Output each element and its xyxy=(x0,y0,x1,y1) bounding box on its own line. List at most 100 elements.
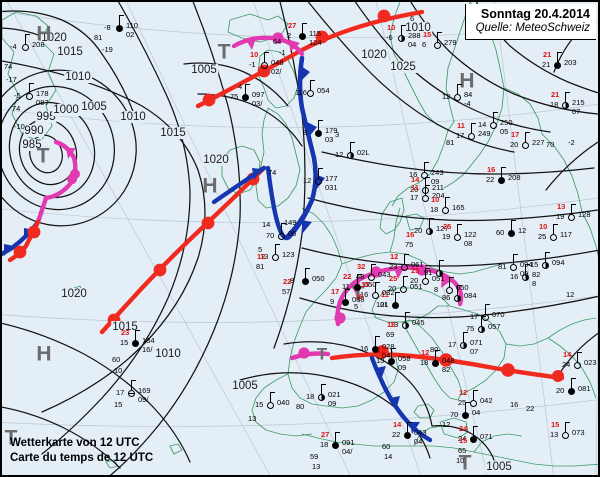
station-value: 048 xyxy=(442,356,455,365)
wind-barb-icon xyxy=(425,177,426,187)
station-value: 13 xyxy=(557,202,566,211)
station-cloud-cover-icon xyxy=(299,33,306,40)
station-value: 122 xyxy=(464,230,477,239)
isobar-label: 1015 xyxy=(111,321,139,333)
station-value: 117 xyxy=(560,230,572,239)
station-value: 59 xyxy=(310,452,319,461)
station-value: 14 xyxy=(478,120,487,129)
isobar-label: 1020 xyxy=(360,49,388,61)
wind-barb-feather-icon xyxy=(407,422,412,423)
wind-barb-feather-icon xyxy=(401,25,406,26)
isobar-label: 1025 xyxy=(389,61,417,73)
station-value: 17 xyxy=(331,287,340,296)
wind-barb-icon xyxy=(565,92,566,102)
station-value: 14 xyxy=(563,350,572,359)
wind-barb-feather-icon xyxy=(435,350,440,351)
cold-front-mediterranean xyxy=(369,355,433,443)
station-value: 80 xyxy=(296,402,305,411)
station-value: 20 xyxy=(388,284,397,293)
station-value: 8 xyxy=(434,285,439,294)
station-value: 65 xyxy=(458,446,467,455)
station-cloud-cover-icon xyxy=(446,287,453,294)
station-value: 82 xyxy=(532,270,541,279)
wind-barb-feather-icon xyxy=(481,316,486,317)
wind-barb-feather-icon xyxy=(375,282,380,283)
station-value: 23 xyxy=(389,262,398,271)
wind-barb-icon xyxy=(435,350,436,360)
station-value: 051 xyxy=(410,282,423,291)
station-value: 74 xyxy=(268,168,277,177)
station-value: 071 xyxy=(470,338,483,347)
wind-barb-icon xyxy=(29,83,30,93)
station-value: 17 xyxy=(511,130,520,139)
station-cloud-cover-icon xyxy=(426,228,433,235)
station-value: 08 xyxy=(464,239,473,248)
isobar-label: 985 xyxy=(21,139,43,151)
station-value: 07 xyxy=(572,107,581,116)
station-value: 09 xyxy=(328,399,337,408)
wind-barb-icon xyxy=(571,378,572,388)
wind-barb-icon xyxy=(553,224,554,234)
station-value: 12 xyxy=(518,226,527,235)
station-value: 64 xyxy=(273,37,282,46)
wind-barb-feather-icon xyxy=(565,422,570,423)
wind-barb-feather-icon xyxy=(457,285,462,286)
station-value: 12 xyxy=(303,176,312,185)
wind-barb-feather-icon xyxy=(449,277,454,278)
station-value: 20 xyxy=(410,185,419,194)
wind-barb-icon xyxy=(302,23,303,33)
wind-barb-icon xyxy=(371,264,372,274)
station-cloud-cover-icon xyxy=(26,93,33,100)
station-value: 60 xyxy=(112,355,121,364)
station-cloud-cover-icon xyxy=(454,234,461,241)
station-value: 25 xyxy=(458,398,467,407)
wind-barb-icon xyxy=(501,167,502,177)
station-value: 227 xyxy=(532,138,545,147)
wind-barb-icon xyxy=(281,223,282,233)
wind-barb-feather-icon xyxy=(501,167,506,168)
station-value: 2 xyxy=(287,31,292,40)
station-value: 60 xyxy=(382,442,391,451)
station-value: 211 xyxy=(432,183,444,192)
wind-barb-feather-icon xyxy=(281,223,286,224)
station-value: 087 xyxy=(36,98,49,107)
station-value: 128 xyxy=(578,210,591,219)
station-value: 07 xyxy=(470,347,479,356)
station-value: 74 xyxy=(4,62,13,71)
station-value: 110 xyxy=(126,21,138,30)
wind-barb-icon xyxy=(511,220,512,230)
wind-barb-icon xyxy=(357,274,358,284)
legend-line-de: Wetterkarte von 12 UTC xyxy=(10,437,140,449)
isobar-label: 1020 xyxy=(60,288,88,300)
station-value: -8 xyxy=(104,23,111,32)
station-cloud-cover-icon xyxy=(542,262,549,269)
isobar-label: 995 xyxy=(35,111,57,123)
station-value: 12 xyxy=(459,388,468,397)
station-value: 12 xyxy=(421,348,430,357)
station-cloud-cover-icon xyxy=(498,177,505,184)
station-value: 127 xyxy=(436,224,449,233)
wind-barb-feather-icon xyxy=(318,168,323,169)
station-value: 6 xyxy=(410,14,415,23)
wind-barb-icon xyxy=(457,84,458,94)
station-value: 06 xyxy=(288,229,297,238)
station-value: 13 xyxy=(260,252,269,261)
station-value: -4 xyxy=(464,99,471,108)
station-cloud-cover-icon xyxy=(568,388,575,395)
warm-front-mediterranean xyxy=(329,345,565,382)
station-value: 15 xyxy=(551,420,560,429)
wind-barb-feather-icon xyxy=(493,112,498,113)
wind-barb-feather-icon xyxy=(553,224,558,225)
station-value: 25 xyxy=(389,274,398,283)
station-cloud-cover-icon xyxy=(128,390,135,397)
station-value: 20 xyxy=(410,276,419,285)
wind-barb-icon xyxy=(318,168,319,178)
station-value: 22 xyxy=(486,175,495,184)
station-value: 12 xyxy=(566,290,575,299)
wind-barb-icon xyxy=(437,32,438,42)
wind-barb-icon xyxy=(493,112,494,122)
wind-barb-icon xyxy=(395,292,396,302)
wind-barb-feather-icon xyxy=(571,378,576,379)
station-value: -17 xyxy=(6,75,17,84)
